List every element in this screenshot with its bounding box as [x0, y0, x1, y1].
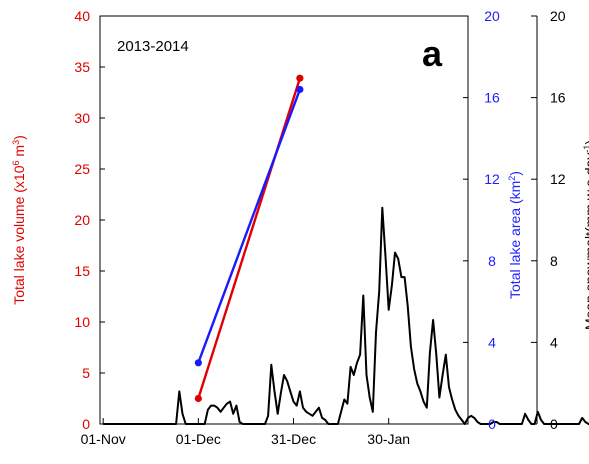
inner-right-tick-label: 4 — [488, 334, 496, 350]
series-point-0 — [194, 394, 202, 403]
outer-right-tick-label: 8 — [550, 253, 558, 269]
outer-right-tick-label: 16 — [550, 90, 566, 106]
x-tick-label: 30-Jan — [367, 431, 410, 447]
inner-right-axis-title: Total lake area (km2) — [507, 171, 523, 299]
left-tick-label: 25 — [74, 161, 90, 177]
outer-right-tick-label: 20 — [550, 8, 566, 24]
series-point-1 — [296, 85, 304, 94]
left-tick-label: 20 — [74, 212, 90, 228]
series-line-0 — [197, 77, 302, 399]
series-line-1 — [197, 88, 302, 364]
x-tick-label: 01-Dec — [176, 431, 221, 447]
inner-right-tick-label: 20 — [484, 8, 500, 24]
x-tick-label: 01-Nov — [81, 431, 126, 447]
left-tick-label: 30 — [74, 110, 90, 126]
left-tick-label: 10 — [74, 314, 90, 330]
inner-right-tick-label: 8 — [488, 253, 496, 269]
outer-right-axis-title: Mean snowmelt(mm w.e day-1) — [582, 140, 589, 330]
x-tick-label: 31-Dec — [271, 431, 316, 447]
series-point-1 — [194, 359, 202, 367]
series-line-2 — [103, 206, 589, 425]
left-axis-title: Total lake volume (x106 m3) — [11, 135, 27, 305]
panel-label: a — [422, 33, 443, 74]
outer-right-tick-label: 0 — [550, 416, 558, 432]
inner-right-tick-label: 0 — [488, 416, 496, 432]
left-tick-label: 5 — [82, 365, 90, 381]
outer-right-tick-label: 4 — [550, 334, 558, 350]
series-point-0 — [296, 74, 304, 82]
left-tick-label: 0 — [82, 416, 90, 432]
left-tick-label: 15 — [74, 263, 90, 279]
chart-title: 2013-2014 — [117, 38, 189, 55]
inner-right-tick-label: 12 — [484, 171, 500, 187]
inner-right-tick-label: 16 — [484, 90, 500, 106]
left-tick-label: 35 — [74, 59, 90, 75]
left-tick-label: 40 — [74, 8, 90, 24]
outer-right-tick-label: 12 — [550, 171, 566, 187]
